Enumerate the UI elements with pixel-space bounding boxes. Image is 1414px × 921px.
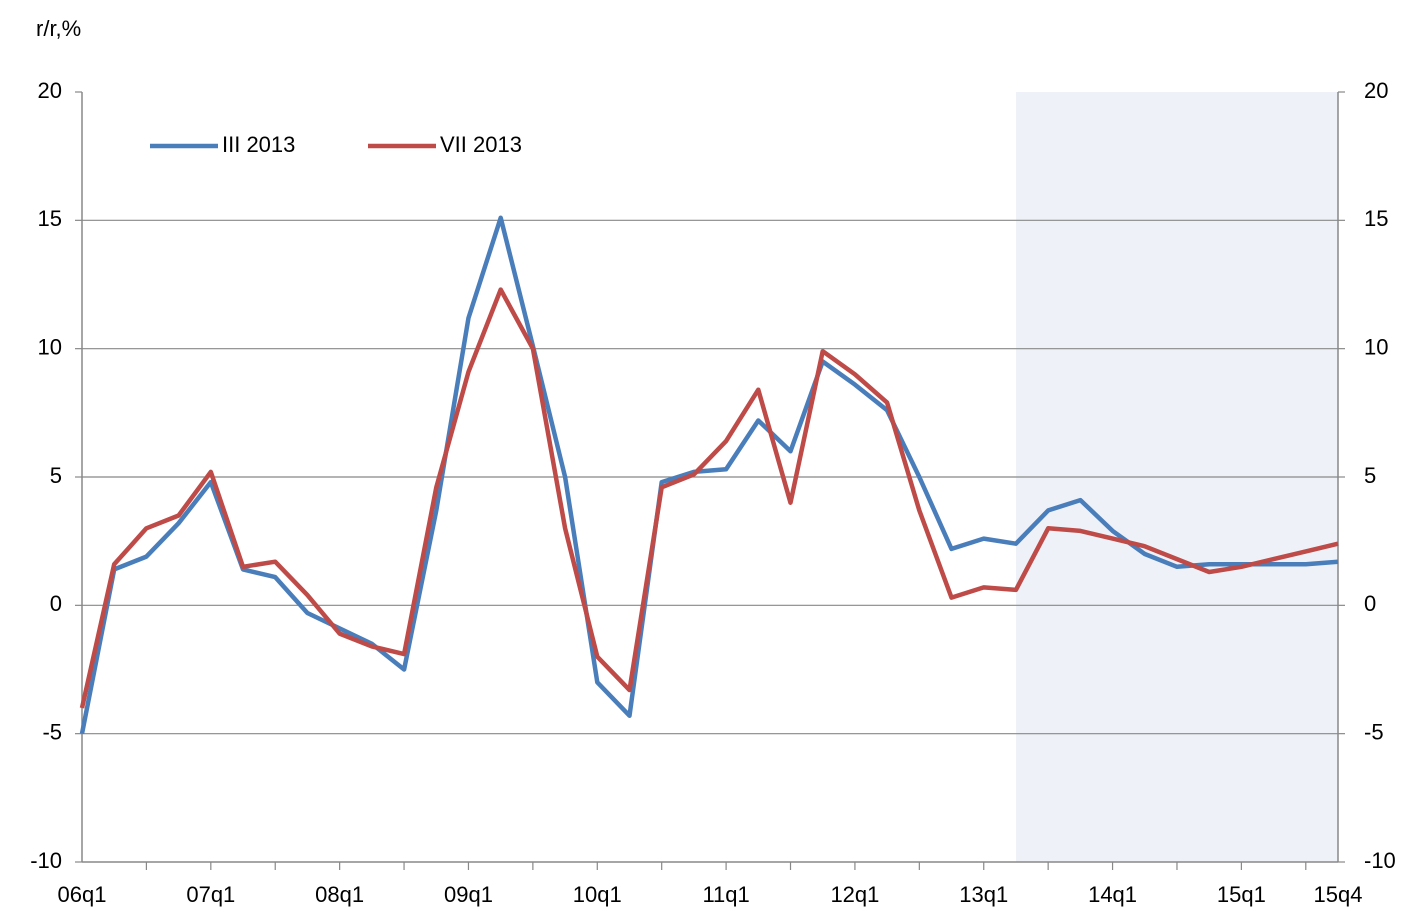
x-tick-label: 09q1	[444, 882, 493, 907]
x-tick-label: 15q1	[1217, 882, 1266, 907]
y2-tick-label: 0	[1364, 591, 1376, 616]
x-tick-label: 06q1	[58, 882, 107, 907]
x-tick-label: 13q1	[959, 882, 1008, 907]
legend-label: III 2013	[222, 132, 295, 157]
y-tick-label: 15	[38, 206, 62, 231]
y-tick-label: 0	[50, 591, 62, 616]
y2-tick-label: 10	[1364, 334, 1388, 359]
y2-tick-label: -10	[1364, 848, 1396, 873]
y2-tick-label: -5	[1364, 719, 1384, 744]
x-tick-label: 15q4	[1314, 882, 1363, 907]
y-tick-label: 10	[38, 334, 62, 359]
y-tick-label: 20	[38, 78, 62, 103]
x-tick-label: 08q1	[315, 882, 364, 907]
y-axis-label: r/r,%	[36, 16, 81, 41]
y-tick-label: -10	[30, 848, 62, 873]
x-tick-label: 11q1	[702, 882, 749, 907]
y-tick-label: 5	[50, 463, 62, 488]
series-line	[79, 287, 1339, 709]
x-tick-label: 10q1	[573, 882, 622, 907]
y2-tick-label: 5	[1364, 463, 1376, 488]
x-tick-label: 12q1	[830, 882, 879, 907]
y2-tick-label: 15	[1364, 206, 1388, 231]
x-tick-label: 14q1	[1088, 882, 1137, 907]
legend-label: VII 2013	[440, 132, 522, 157]
y-tick-label: -5	[42, 719, 62, 744]
y2-tick-label: 20	[1364, 78, 1388, 103]
x-tick-label: 07q1	[186, 882, 235, 907]
